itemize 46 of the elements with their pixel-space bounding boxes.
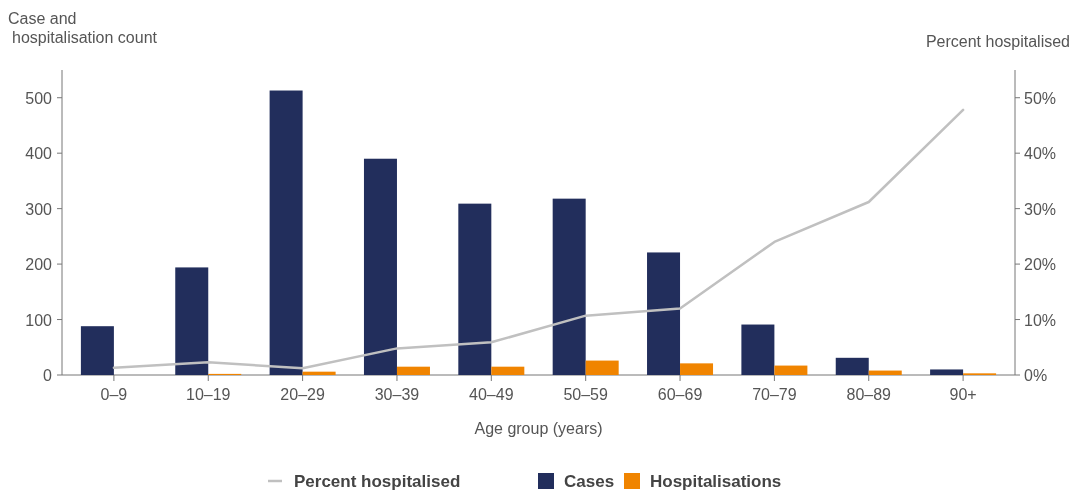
legend-label: Hospitalisations	[650, 472, 782, 491]
y-tick-label: 300	[25, 200, 53, 218]
y-tick-label: 0	[43, 367, 53, 384]
bar	[552, 198, 586, 375]
x-tick-label: 60–69	[657, 386, 703, 403]
x-axis-title: Age group (years)	[474, 420, 603, 437]
line-series	[112, 108, 965, 370]
bar	[930, 369, 964, 375]
y2-tick-label: 30%	[1024, 200, 1057, 218]
x-tick-label: 70–79	[752, 386, 797, 403]
bar	[458, 203, 492, 375]
bar	[302, 371, 336, 375]
bar	[680, 363, 714, 375]
y2-tick-label: 10%	[1024, 311, 1057, 329]
y2-tick-label: 0%	[1024, 367, 1048, 384]
bar	[80, 326, 114, 375]
bar	[175, 267, 209, 375]
legend-label: Cases	[564, 472, 615, 491]
y2-axis-title: Percent hospitalised	[925, 33, 1070, 50]
y-axis-title: Case and hospitalisation count	[8, 10, 158, 46]
y-tick-label: 400	[25, 145, 53, 163]
y2-tick-label: 40%	[1024, 145, 1057, 163]
legend-label: Percent hospitalised	[294, 472, 461, 491]
bar	[396, 366, 430, 375]
bar	[835, 357, 869, 375]
x-tick-label: 50–59	[563, 386, 609, 403]
bar	[741, 324, 775, 375]
y-tick-label: 200	[25, 256, 53, 274]
bar	[585, 360, 619, 375]
x-tick-label: 30–39	[374, 386, 420, 403]
x-tick-label: 40–49	[469, 386, 514, 403]
bar	[868, 370, 902, 375]
y-tick-label: 100	[25, 311, 53, 329]
bar	[269, 90, 303, 375]
x-tick-label: 80–89	[846, 386, 892, 403]
x-tick-label: 20–29	[280, 386, 325, 403]
y2-tick-label: 50%	[1024, 89, 1057, 107]
x-tick-label: 0–9	[100, 386, 128, 403]
y-tick-label: 500	[25, 89, 53, 107]
bar	[491, 366, 525, 375]
bar	[774, 365, 808, 375]
bar	[363, 158, 397, 375]
x-tick-label: 90+	[949, 386, 977, 403]
y2-tick-label: 20%	[1024, 256, 1057, 274]
x-tick-label: 10–19	[186, 386, 231, 403]
bar	[647, 252, 681, 375]
